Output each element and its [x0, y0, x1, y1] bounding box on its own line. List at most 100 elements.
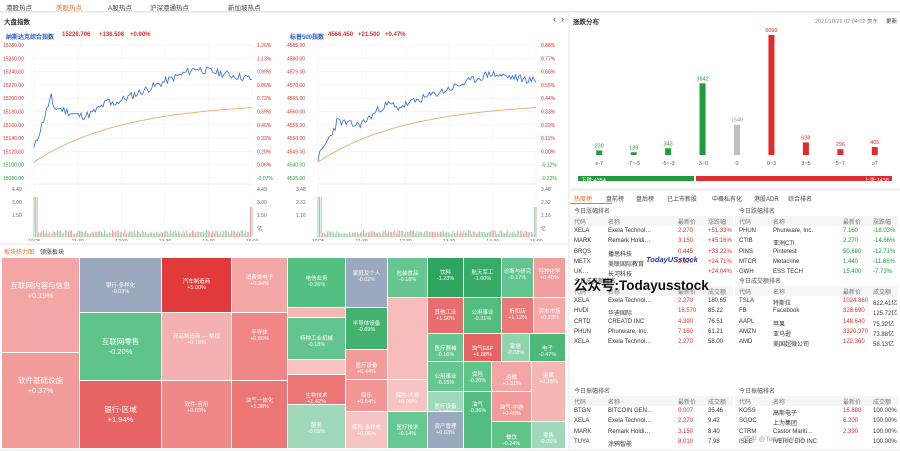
- tab-sg[interactable]: 新加坡热点: [228, 5, 261, 12]
- heatmap-cell[interactable]: 医疗器械 -0.16%: [428, 334, 464, 362]
- heatmap-cell[interactable]: 银行-多样化 -0.03%: [80, 258, 162, 313]
- heatmap-cell[interactable]: 半导体 +0.86%: [232, 313, 288, 381]
- table-row[interactable]: ISEE IVERIC BIO INC 100.00%: [735, 438, 898, 448]
- refresh-link[interactable]: 更新: [886, 19, 898, 25]
- row-price: 7.160: [843, 228, 859, 234]
- heatmap-cell[interactable]: 电子 -0.47%: [530, 334, 566, 362]
- table-row[interactable]: CTRM Castor Mariti… 2.390 100.00%: [735, 428, 898, 438]
- prev-arrow-icon[interactable]: ‹: [553, 14, 556, 24]
- heatmap-cell[interactable]: 家居 -0.08%: [502, 334, 530, 362]
- heatmap-cell[interactable]: 生物技术 +1.42%: [288, 375, 346, 405]
- tab-overall[interactable]: 综合排名: [788, 197, 813, 203]
- heatmap-cell[interactable]: 服务 -0.05%: [288, 405, 346, 449]
- heatmap-cell[interactable]: 药品制造商 — 常规 +0.18%: [162, 313, 232, 381]
- table-row[interactable]: CRTD CREATD INC 4.390 76.51: [570, 318, 733, 328]
- heatmap-cell[interactable]: 铁路+0.05%: [288, 360, 346, 375]
- heatmap-cell[interactable]: 医疗设备-0.05%: [428, 392, 464, 412]
- heatmap-cell[interactable]: 娱乐 +0.54%: [346, 380, 388, 412]
- heatmap-cell[interactable]: 油气-中游 +0.45%: [492, 392, 532, 422]
- table-row[interactable]: GWH ESS TECH 15.400 -7.73%: [735, 268, 898, 278]
- table-row[interactable]: TSLA 特斯拉 1024.860 622.41亿: [735, 297, 898, 307]
- tab-adr[interactable]: 港股ADR: [754, 197, 779, 203]
- tab-hk[interactable]: 港股热点: [6, 5, 32, 12]
- table-row[interactable]: MARK Remark Holdi… 3.150 +45.16%: [570, 237, 733, 247]
- heatmap-title[interactable]: 板块热力图: [4, 250, 35, 256]
- table-row[interactable]: KOSS 高斯电子 16.880 100.00%: [735, 407, 898, 417]
- tab-us[interactable]: 美股热点: [56, 5, 82, 12]
- heatmap-cell[interactable]: 零售 -0.05%: [532, 422, 566, 449]
- table-row[interactable]: XELA Exela Technol… 2.270 58.00: [570, 338, 733, 348]
- table-row[interactable]: PHUN Phunware, Inc. 7.160 -18.03%: [735, 227, 898, 237]
- heatmap-cell[interactable]: 电信业务 -0.26%: [288, 258, 346, 308]
- table-row[interactable]: PINS Pinterest 50.680 -12.71%: [735, 248, 898, 258]
- table-row[interactable]: XELA Exela Technol… 2.270 9.42: [570, 417, 733, 427]
- heatmap-cell[interactable]: 公用事业 -0.15%: [428, 362, 464, 392]
- heatmap-tab-leaders[interactable]: 领涨板块: [40, 250, 65, 256]
- heatmap-cell[interactable]: 医疗设备 +0.44%: [346, 350, 388, 380]
- table-row[interactable]: FB Facebook 328.690 125.72亿: [735, 307, 898, 317]
- nasdaq-name[interactable]: 纳斯达克综合指数: [6, 35, 55, 41]
- tab-premarket[interactable]: 盘前榜: [606, 197, 625, 203]
- heatmap-cell[interactable]: 医疗技术 -0.14%: [388, 412, 428, 449]
- table-row[interactable]: MARK Remark Holdi… 3.150 8.40: [570, 428, 733, 438]
- table-row[interactable]: UK… 长河科技 +24.04%: [570, 268, 733, 278]
- table-row[interactable]: CTIB 亚洲CTI 2.270 -14.66%: [735, 237, 898, 247]
- heatmap-cell[interactable]: 餐饮 -0.24%: [492, 422, 532, 449]
- table-row[interactable]: BTGN BITCOIN GEN… 0.007 35.46: [570, 407, 733, 417]
- next-arrow-icon[interactable]: ›: [561, 14, 564, 24]
- table-row[interactable]: BRQS 播思科技 0.445 +33.22%: [570, 248, 733, 258]
- heatmap-cell[interactable]: 资本市场 +0.23%: [534, 298, 566, 334]
- tab-privatize[interactable]: 中概私有化: [712, 197, 743, 203]
- tab-connect[interactable]: 沪深港通热点: [150, 5, 189, 12]
- table-row[interactable]: XELA Exela Technol… 2.270 +51.33%: [570, 227, 733, 237]
- heatmap-cell[interactable]: 油气 -0.36%: [464, 392, 492, 449]
- row-name: 上为集团: [773, 421, 798, 428]
- down-ratio-bar: [578, 176, 694, 181]
- table-row[interactable]: AMZN 亚马逊 3320.370 73.88亿: [735, 328, 898, 338]
- heatmap-cell[interactable]: 互联网内容与信息 +0.19%: [2, 258, 80, 353]
- heatmap-cell[interactable]: 运输 +0.31%: [492, 362, 532, 392]
- heatmap-cell[interactable]: 汽车制造商 +5.00%: [162, 258, 232, 313]
- heatmap-cell[interactable]: 银行-区域 +1.94%: [80, 381, 162, 449]
- heatmap-cell[interactable]: 信用服务+0.11%: [288, 308, 346, 318]
- pct-tick-label: 0.20%: [257, 149, 272, 155]
- heatmap-cell[interactable]: 航天军工 -1.00%: [464, 258, 502, 298]
- heatmap-cell[interactable]: 互联网零售 -0.20%: [80, 313, 162, 381]
- tab-newipo[interactable]: 已上市新股: [667, 197, 698, 203]
- heatmap-cell[interactable]: 软件基础设施 +0.37%: [2, 353, 80, 449]
- table-row[interactable]: SGOC 上为集团 6.200 100.00%: [735, 417, 898, 427]
- heatmap-cell[interactable]: 其他工业 +1.50%: [428, 298, 464, 334]
- tab-a[interactable]: A股热点: [108, 5, 132, 12]
- table-row[interactable]: XELA Exela Technol… 2.270 180.65: [570, 297, 733, 307]
- heatmap-cell[interactable]: 包装食品 -0.16%: [388, 258, 428, 298]
- table-row[interactable]: TUYA 涂鸦智能 8.010 7.98: [570, 438, 733, 448]
- table-row[interactable]: METX 美联国际教育 2.120 +24.71%: [570, 258, 733, 268]
- sp500-name[interactable]: 标普500指数: [290, 35, 325, 41]
- heatmap-cell[interactable]: 软件-应用 +0.83%: [162, 381, 232, 449]
- heatmap-cell[interactable]: 油气一体化 +1.38%: [232, 381, 288, 449]
- table-row[interactable]: AMD 美国超微公司 122.360 58.13亿: [735, 338, 898, 348]
- heatmap-cell[interactable]: 保险-人寿 +0.09%: [388, 380, 428, 412]
- heatmap-cell[interactable]: 家庭及个人 -0.02%: [346, 258, 388, 308]
- heatmap-cell-name: 资产管理: [434, 423, 457, 430]
- table-row[interactable]: AAPL 苹果 148.640 75.32亿: [735, 318, 898, 328]
- pct-tick-label: 0.06%: [257, 163, 272, 169]
- heatmap-cell[interactable]: 特种化学 +0.40%: [534, 258, 566, 298]
- heatmap-cell[interactable]: 半导体设备 -0.69%: [346, 308, 388, 350]
- heatmap-cell[interactable]: 诊断与研究 -0.17%: [502, 258, 534, 298]
- heatmap-cell[interactable]: 折扣店 +1.12%: [502, 298, 534, 334]
- table-row[interactable]: HUDI 华迪国际 16.570 85.22: [570, 307, 733, 317]
- heatmap-cell[interactable]: 保险-多样化 +0.06%: [346, 412, 388, 449]
- tab-afterhours[interactable]: 盘后榜: [636, 197, 655, 203]
- heatmap-cell[interactable]: 金属 +0.15%: [532, 362, 566, 422]
- heatmap-cell[interactable]: 饮料 -1.23%: [428, 258, 464, 298]
- tab-hot[interactable]: 热度榜: [574, 197, 593, 203]
- heatmap-cell[interactable]: 油气E&P +1.88%: [464, 334, 502, 362]
- heatmap-cell[interactable]: 保险 -0.20%: [464, 362, 492, 392]
- heatmap-cell[interactable]: 特种工业机械 -0.18%: [288, 318, 346, 360]
- table-row[interactable]: MTCR Metacrine 1.440 -11.66%: [735, 258, 898, 268]
- table-row[interactable]: PHUN Phunware, Inc. 7.160 61.21: [570, 328, 733, 338]
- heatmap-cell[interactable]: 消费类电子 +0.34%: [232, 258, 288, 313]
- heatmap-cell[interactable]: 公用事业 -0.31%: [464, 298, 502, 334]
- heatmap-cell[interactable]: 资产管理 +0.03%: [428, 412, 464, 449]
